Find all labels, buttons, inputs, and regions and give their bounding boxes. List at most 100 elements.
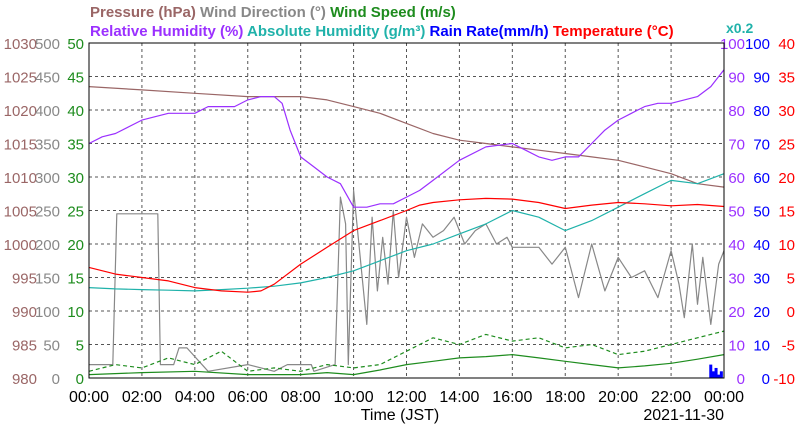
tick-pressure-995: 995	[12, 271, 37, 288]
chart-date: 2021-11-30	[643, 407, 724, 424]
tick-temperature-0: 0	[787, 304, 795, 321]
series-temperature	[88, 197, 725, 293]
tick-relative-humidity-100: 100	[720, 36, 745, 53]
plot-series	[88, 69, 725, 378]
tick-wind-speed-35: 35	[67, 137, 84, 154]
tick-temperature-25: 25	[778, 137, 795, 154]
tick-wind-direction-250: 250	[35, 204, 60, 221]
title-wind-speed-m-s: Wind Speed (m/s)	[326, 4, 456, 21]
tick-pressure-990: 990	[12, 304, 37, 321]
tick-rain-rate-0: 0	[762, 371, 770, 388]
tick-temperature-20: 20	[778, 170, 795, 187]
bar-rain-rate	[711, 371, 715, 378]
tick-relative-humidity-0: 0	[737, 371, 745, 388]
tick-wind-speed-10: 10	[67, 304, 84, 321]
x-tick-label: 20:00	[598, 389, 638, 406]
x-tick-label: 10:00	[334, 389, 374, 406]
x-tick-label: 00:00	[69, 389, 109, 406]
tick-wind-direction-300: 300	[35, 170, 60, 187]
tick-pressure-980: 980	[12, 371, 37, 388]
tick-pressure-1000: 1000	[4, 237, 37, 254]
tick-wind-speed-45: 45	[67, 70, 84, 87]
x-axis-label: Time (JST)	[361, 407, 440, 424]
series-relative-humidity	[88, 69, 725, 208]
tick-relative-humidity-10: 10	[728, 338, 745, 355]
tick-wind-speed-5: 5	[76, 338, 84, 355]
title-temperature-c: Temperature (°C)	[549, 23, 674, 40]
tick-wind-speed-40: 40	[67, 103, 84, 120]
tick-relative-humidity-40: 40	[728, 237, 745, 254]
tick-wind-direction-50: 50	[43, 338, 60, 355]
series-pressure	[88, 86, 725, 188]
tick-rain-rate-80: 80	[753, 103, 770, 120]
chart-titles: Pressure (hPa) Wind Direction (°) Wind S…	[90, 4, 674, 40]
series-absolute-humidity	[88, 173, 725, 292]
title-line-2: Relative Humidity (%) Absolute Humidity …	[90, 23, 674, 40]
x-tick-label: 00:00	[704, 389, 744, 406]
tick-wind-speed-25: 25	[67, 204, 84, 221]
tick-wind-direction-100: 100	[35, 304, 60, 321]
tick-wind-speed-30: 30	[67, 170, 84, 187]
x-tick-label: 08:00	[281, 389, 321, 406]
tick-relative-humidity-90: 90	[728, 70, 745, 87]
bar-rain-rate	[714, 367, 718, 378]
tick-wind-speed-50: 50	[67, 36, 84, 53]
tick-relative-humidity-70: 70	[728, 137, 745, 154]
tick-wind-direction-500: 500	[35, 36, 60, 53]
x-tick-label: 22:00	[651, 389, 691, 406]
tick-wind-direction-450: 450	[35, 70, 60, 87]
tick-relative-humidity-20: 20	[728, 304, 745, 321]
tick-pressure-1020: 1020	[4, 103, 37, 120]
x-tick-label: 02:00	[122, 389, 162, 406]
tick-rain-rate-10: 10	[753, 338, 770, 355]
bar-rain-rate	[717, 374, 721, 378]
plot-grid	[89, 43, 724, 378]
x-tick-label: 16:00	[492, 389, 532, 406]
tick-temperature-5: -5	[782, 338, 795, 355]
title-absolute-humidity-g-m: Absolute Humidity (g/m³)	[243, 23, 425, 40]
x-tick-label: 04:00	[175, 389, 215, 406]
bar-rain-rate	[719, 371, 723, 378]
title-pressure-hpa: Pressure (hPa)	[90, 4, 196, 21]
tick-temperature-30: 30	[778, 103, 795, 120]
tick-rain-rate-60: 60	[753, 170, 770, 187]
tick-relative-humidity-30: 30	[728, 271, 745, 288]
tick-pressure-985: 985	[12, 338, 37, 355]
tick-rain-rate-70: 70	[753, 137, 770, 154]
tick-temperature-40: 40	[778, 36, 795, 53]
plot-frame	[88, 42, 725, 379]
x-tick-label: 14:00	[439, 389, 479, 406]
tick-pressure-1010: 1010	[4, 170, 37, 187]
tick-rain-rate-20: 20	[753, 304, 770, 321]
tick-wind-direction-350: 350	[35, 137, 60, 154]
series-wind-speed-gust	[88, 330, 725, 372]
tick-wind-speed-15: 15	[67, 271, 84, 288]
tick-temperature-10: -10	[773, 371, 795, 388]
x-tick-label: 12:00	[386, 389, 426, 406]
tick-rain-rate-100: 100	[745, 36, 770, 53]
title-rain-rate-mm-h: Rain Rate(mm/h)	[425, 23, 548, 40]
tick-rain-rate-40: 40	[753, 237, 770, 254]
tick-rain-rate-30: 30	[753, 271, 770, 288]
tick-pressure-1025: 1025	[4, 70, 37, 87]
title-relative-humidity: Relative Humidity (%)	[90, 23, 243, 40]
tick-relative-humidity-50: 50	[728, 204, 745, 221]
right-axes: 0102030405060708090100010203040506070809…	[720, 36, 795, 388]
tick-wind-speed-0: 0	[76, 371, 84, 388]
tick-pressure-1015: 1015	[4, 137, 37, 154]
tick-wind-speed-20: 20	[67, 237, 84, 254]
title-line-1: Pressure (hPa) Wind Direction (°) Wind S…	[90, 4, 456, 21]
tick-temperature-10: 10	[778, 237, 795, 254]
tick-relative-humidity-60: 60	[728, 170, 745, 187]
bar-rain-rate	[709, 364, 713, 378]
tick-temperature-15: 15	[778, 204, 795, 221]
tick-wind-direction-0: 0	[52, 371, 60, 388]
tick-wind-direction-150: 150	[35, 271, 60, 288]
tick-wind-direction-200: 200	[35, 237, 60, 254]
left-axes: 9809859909951000100510101015102010251030…	[4, 36, 84, 388]
series-wind-speed	[88, 354, 725, 376]
tick-wind-direction-400: 400	[35, 103, 60, 120]
x-tick-label: 06:00	[228, 389, 268, 406]
tick-temperature-35: 35	[778, 70, 795, 87]
